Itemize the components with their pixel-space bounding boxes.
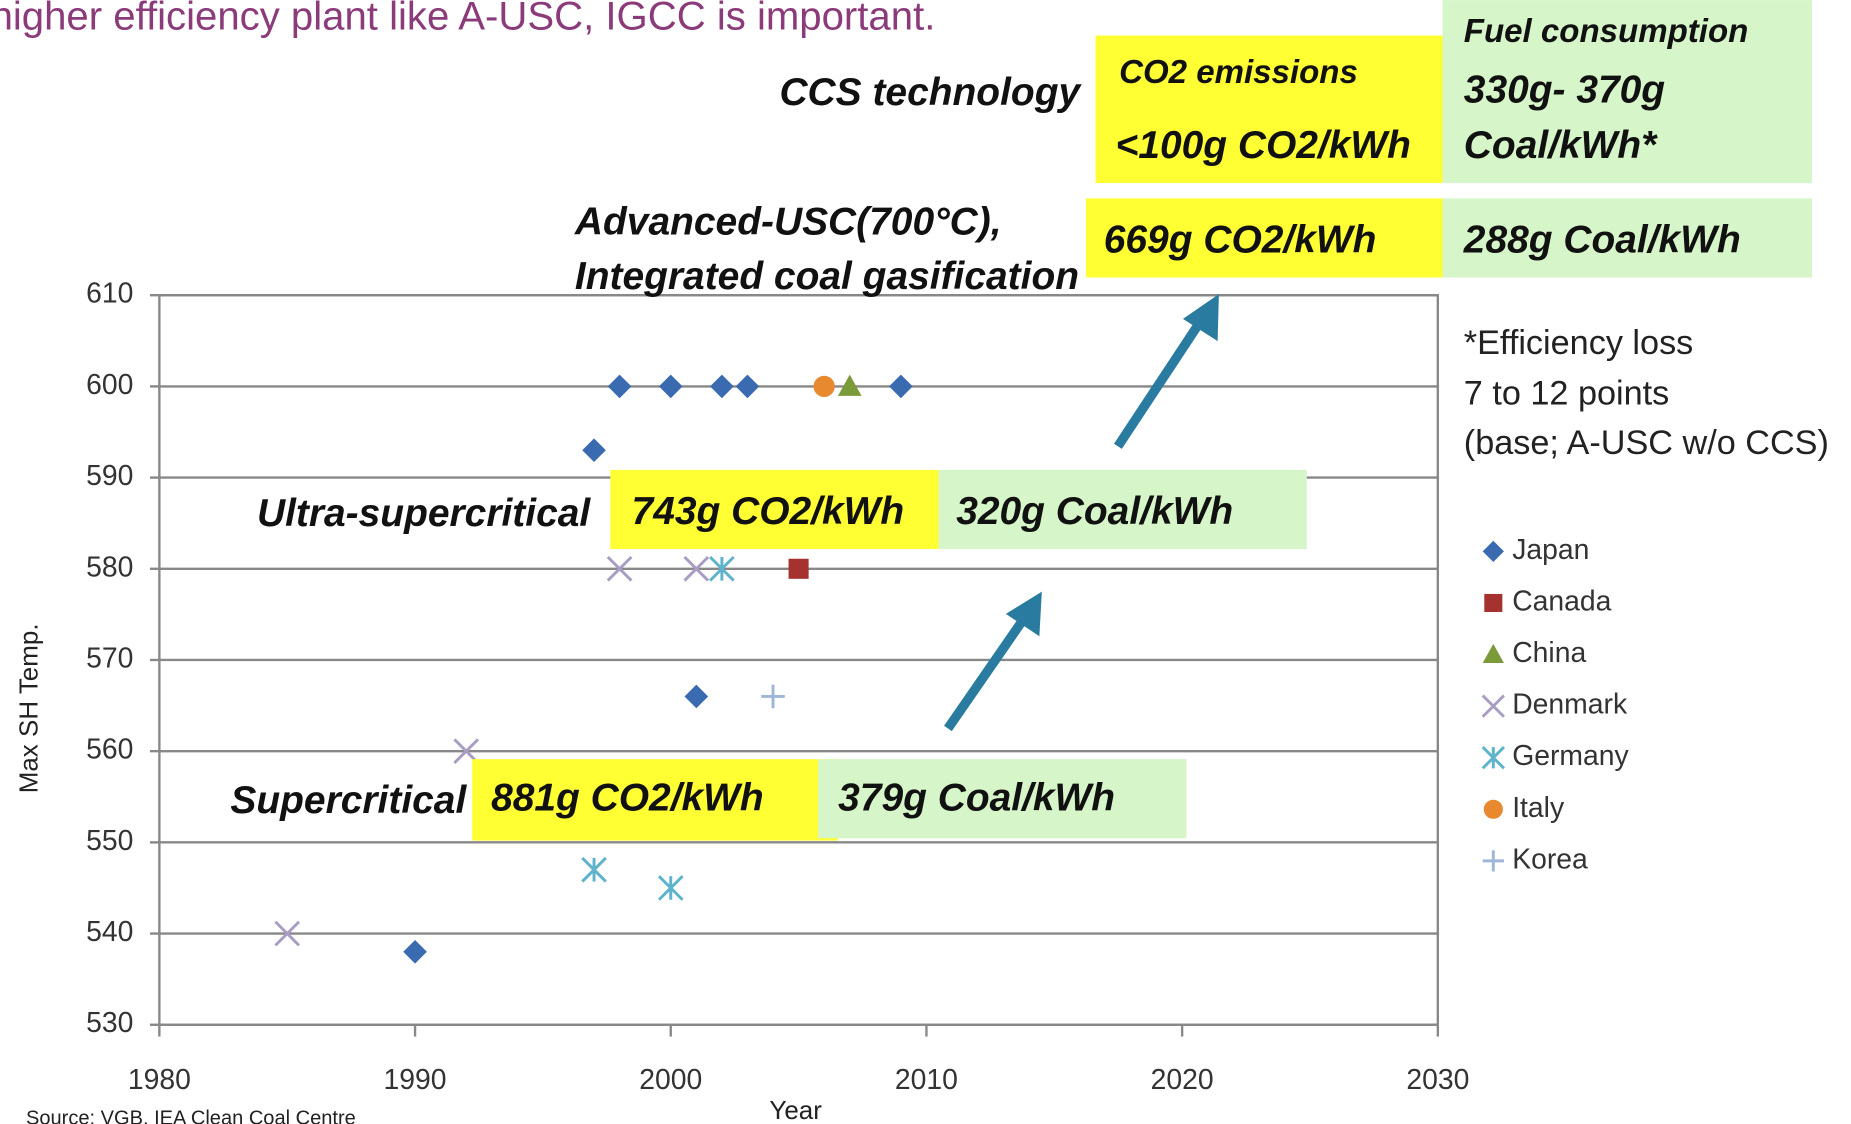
co2-value: 743g CO2/kWh [632,490,905,533]
y-tick-label: 600 [86,369,133,401]
page-title: higher efficiency plant like A-USC, IGCC… [0,0,935,39]
x-tick-label: 2030 [1406,1064,1469,1096]
co2-box [1095,35,1443,184]
co2-box [1086,198,1443,278]
legend-label: China [1512,637,1586,669]
legend-marker [1481,694,1505,718]
fuel-value: Coal/kWh* [1464,124,1658,167]
marker [735,374,760,399]
fuel-header: Fuel consumption [1464,13,1749,50]
y-tick-label: 610 [86,278,133,310]
arrow-head [1005,591,1042,637]
marker [837,374,862,396]
legend-label: Denmark [1512,689,1628,721]
marker [658,374,683,399]
fuel-value: 320g Coal/kWh [956,490,1233,533]
co2-header: CO2 emissions [1119,54,1358,91]
annotation-label: Advanced-USC(700°C), [574,201,1002,244]
y-tick-label: 570 [86,642,133,674]
arrow [944,614,1029,732]
footnote: *Efficiency loss [1464,324,1693,362]
legend-marker [1481,746,1505,770]
x-tick-label: 2020 [1151,1064,1214,1096]
marker [761,684,785,709]
marker [813,375,835,398]
co2-value: 669g CO2/kWh [1104,218,1377,261]
y-tick-label: 530 [86,1007,133,1039]
annotation-label: CCS technology [779,71,1082,114]
source: Source: VGB, IEA Clean Coal Centre [26,1107,356,1124]
y-axis-label: Max SH Temp. [14,623,44,793]
legend-marker [1482,850,1504,872]
x-axis-label: Year [769,1095,822,1124]
x-tick-label: 2010 [895,1064,958,1096]
marker [709,555,735,582]
legend-label: Germany [1512,740,1629,772]
fuel-box [1442,0,1813,184]
marker [788,558,809,579]
x-tick-label: 1990 [384,1064,447,1096]
marker [657,875,684,901]
fuel-box [818,759,1187,839]
legend-label: Japan [1512,534,1589,566]
x-tick-label: 1980 [128,1064,191,1096]
footnote: (base; A-USC w/o CCS) [1464,424,1829,462]
co2-value: <100g CO2/kWh [1116,124,1411,167]
marker [581,856,607,883]
legend-label: Canada [1512,585,1611,617]
fuel-value: 288g Coal/kWh [1463,218,1741,261]
legend-label: Korea [1512,843,1588,875]
marker [710,374,734,399]
marker [684,684,709,709]
y-tick-label: 540 [86,916,133,948]
marker [683,555,710,582]
marker [606,555,633,582]
annotation-label: Ultra-supercritical [257,492,591,535]
plot-area: 530 540 550 560 570 580 590 600 610 1980 1990 2000 2… [86,278,1629,1096]
y-tick-label: 580 [86,551,133,583]
y-tick-label: 550 [86,825,133,857]
fuel-value: 330g- 370g [1464,68,1666,111]
legend-marker [1483,799,1503,819]
fuel-box [938,469,1307,550]
marker [582,438,606,463]
fuel-value: 379g Coal/kWh [838,777,1115,820]
annotation-label: Supercritical [230,779,467,822]
legend-label: Italy [1512,792,1565,824]
y-tick-label: 560 [86,734,133,766]
co2-box [472,759,839,841]
marker [889,374,913,399]
legend-marker [1484,593,1503,612]
marker [274,920,301,947]
arrow-head [1182,294,1219,342]
legend-marker [1482,643,1504,664]
arrows [944,294,1219,732]
annotation-label: Integrated coal gasification [575,255,1079,298]
legend-marker [1482,540,1504,562]
marker [607,374,632,399]
arrow [1113,318,1205,449]
fuel-box [1442,198,1813,278]
marker [403,939,427,964]
x-tick-label: 2000 [639,1064,702,1096]
co2-value: 881g CO2/kWh [491,777,764,820]
footnote: 7 to 12 points [1464,375,1669,413]
co2-box [610,469,939,550]
marker [453,738,480,765]
y-tick-label: 590 [86,460,133,492]
